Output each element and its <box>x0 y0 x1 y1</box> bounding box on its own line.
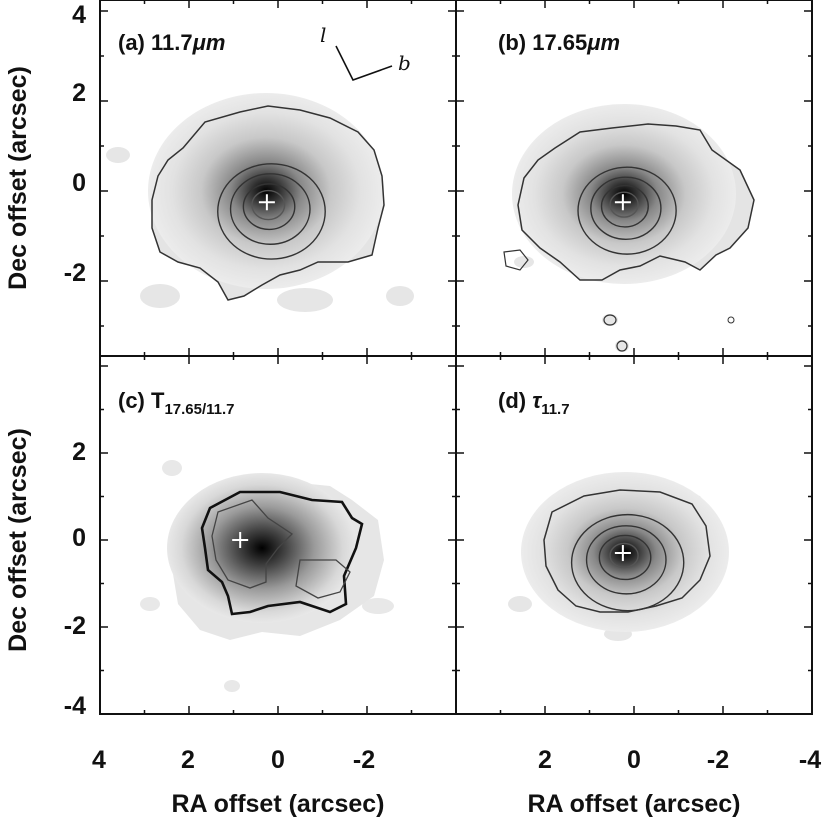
panel-b-outer-contour <box>517 123 755 281</box>
y-tick-label: 2 <box>72 79 86 107</box>
orientation-label-b: b <box>398 51 411 75</box>
contour-level-1 <box>251 189 286 221</box>
panel-c-peak-cross <box>232 532 249 548</box>
panel-a: l b (a) 11.7μm <box>106 23 414 312</box>
panel-a-blobs <box>106 147 414 312</box>
panel-d-outer-contour <box>543 489 711 613</box>
panel-c-inner-contour <box>211 499 294 589</box>
contour-level-3 <box>585 525 667 595</box>
x-tick-label: 2 <box>181 746 195 774</box>
panel-b: (b) 17.65μm <box>498 30 755 352</box>
panel-b-small-contour <box>603 314 617 326</box>
panel-c-blobs <box>140 460 394 692</box>
contour-level-1 <box>609 542 639 569</box>
y-axis-title-bottom: Dec offset (arcsec) <box>4 428 32 652</box>
panel-b-peak-cross <box>614 194 631 211</box>
contour-level-2 <box>598 534 652 581</box>
panel-b-peak-gradient <box>512 104 736 284</box>
contour-level-4 <box>570 513 685 612</box>
x-tick-label: 0 <box>627 746 641 774</box>
x-tick-labels-right: 2 0 -2 -4 <box>538 746 821 774</box>
contour-level-1 <box>609 191 639 218</box>
y-tick-label: 2 <box>72 438 86 466</box>
y-axis-title-top: Dec offset (arcsec) <box>4 66 32 290</box>
panel-a-contours <box>217 163 326 260</box>
contour-level-2 <box>600 184 649 228</box>
x-tick-label: -4 <box>799 746 821 774</box>
panel-c-label: (c) T17.65/11.7 <box>118 388 235 418</box>
x-tick-label: 2 <box>538 746 552 774</box>
panel-d-contours <box>570 513 685 612</box>
x-tick-label: -2 <box>353 746 375 774</box>
orientation-label-l: l <box>320 23 326 47</box>
y-tick-label: -4 <box>64 692 86 720</box>
panel-d-label: (d) τ11.7 <box>498 388 570 418</box>
panel-b-label: (b) 17.65μm <box>498 30 620 55</box>
contour-level-4 <box>217 163 326 260</box>
panel-b-small-contour <box>616 340 628 352</box>
panel-a-outer-contour <box>151 105 385 301</box>
y-tick-labels-top: 4 2 0 -2 <box>64 1 86 287</box>
axis-ticks <box>100 0 812 714</box>
x-tick-labels-left: 4 2 0 -2 <box>92 746 375 774</box>
panel-b-contours <box>577 166 677 255</box>
panel-d-peak-gradient <box>521 472 729 632</box>
panel-d-peak-cross <box>614 545 631 562</box>
panel-d: (d) τ11.7 <box>498 388 729 641</box>
y-tick-label: 0 <box>72 169 86 197</box>
panel-b-small-contour <box>727 316 735 324</box>
x-tick-label: -2 <box>707 746 729 774</box>
panel-b-small-contour <box>503 249 529 271</box>
y-tick-label: 4 <box>72 1 86 29</box>
panel-a-label: (a) 11.7μm <box>118 30 225 55</box>
x-axis-title-left: RA offset (arcsec) <box>171 790 384 818</box>
panel-a-peak-cross <box>258 194 275 211</box>
y-tick-label: 0 <box>72 524 86 552</box>
y-tick-label: -2 <box>64 612 86 640</box>
x-tick-label: 4 <box>92 746 106 774</box>
y-tick-label: -2 <box>64 259 86 287</box>
contour-level-3 <box>229 173 311 245</box>
panel-c-inner-contour <box>295 559 351 599</box>
panel-c-peak-gradient <box>167 473 357 623</box>
y-tick-labels-bottom: 2 0 -2 -4 <box>64 438 86 720</box>
orientation-indicator: l b <box>320 23 411 81</box>
x-tick-label: 0 <box>271 746 285 774</box>
contour-level-4 <box>577 166 677 255</box>
panel-c: (c) T17.65/11.7 <box>118 388 394 692</box>
contour-level-2 <box>242 183 296 231</box>
panel-c-boundary-contour <box>200 490 364 616</box>
contour-level-3 <box>590 176 662 240</box>
x-axis-title-right: RA offset (arcsec) <box>527 790 740 818</box>
